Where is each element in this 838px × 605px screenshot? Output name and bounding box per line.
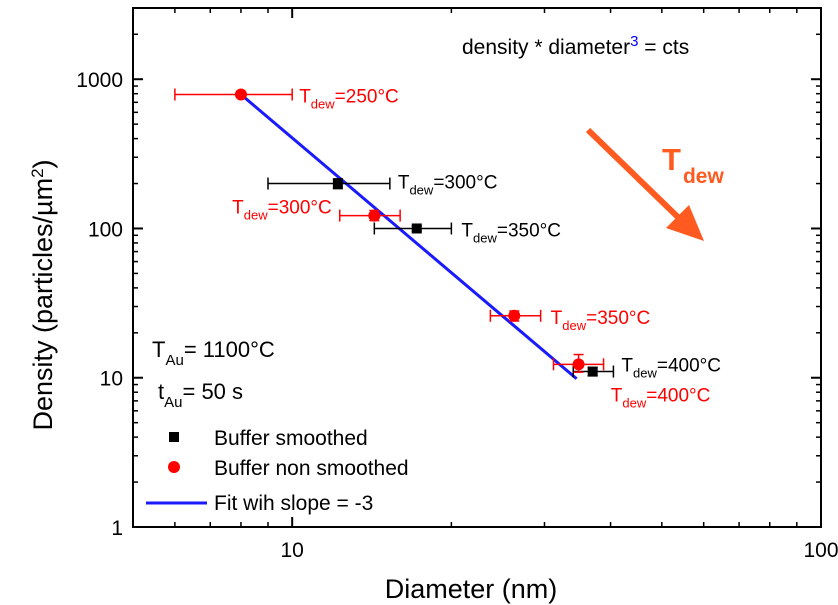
y-tick-label: 1 bbox=[111, 517, 123, 540]
trend-arrow-label-main: T bbox=[662, 142, 681, 177]
point-label-main: T bbox=[398, 173, 410, 194]
trend-arrow-label: Tdew bbox=[662, 142, 724, 188]
point-label-sub: dew bbox=[409, 183, 433, 198]
data-point-circle bbox=[572, 358, 585, 371]
point-label-sub: dew bbox=[311, 96, 335, 111]
legend-marker-smoothed bbox=[169, 432, 179, 442]
point-label-main: T bbox=[611, 385, 623, 406]
point-label-sub: dew bbox=[622, 395, 646, 410]
x-tick-label: 10 bbox=[281, 539, 304, 562]
y-tick-label: 10 bbox=[100, 368, 123, 391]
data-point-circle bbox=[368, 209, 381, 222]
equation-post: = cts bbox=[638, 36, 689, 59]
legend-label-fit: Fit wih slope = -3 bbox=[214, 492, 373, 515]
equation-annotation: density * diameter3 = cts bbox=[462, 33, 689, 60]
t-au-rest: = 1100°C bbox=[184, 337, 275, 362]
point-label: Tdew=350°C bbox=[551, 308, 651, 333]
plot-frame bbox=[132, 7, 822, 528]
y-tick-label: 1000 bbox=[76, 69, 123, 92]
point-label-sub: dew bbox=[562, 318, 586, 333]
equation-sup: 3 bbox=[630, 33, 638, 50]
fit-line bbox=[239, 93, 578, 380]
point-label-sub: dew bbox=[633, 366, 657, 381]
point-label-main: T bbox=[232, 198, 244, 219]
axis-ticks: 10 100 1 10 100 1000 bbox=[76, 7, 838, 562]
legend: Buffer smoothed Buffer non smoothed Fit … bbox=[146, 427, 409, 515]
time-main: t bbox=[158, 379, 164, 404]
t-au-main: T bbox=[152, 337, 165, 362]
point-label-rest: =300°C bbox=[433, 173, 497, 194]
point-label-main: T bbox=[299, 86, 311, 107]
y-tick-label: 100 bbox=[88, 218, 123, 241]
point-label: Tdew=400°C bbox=[611, 385, 711, 410]
point-label: Tdew=300°C bbox=[398, 173, 498, 198]
t-au-sub: Au bbox=[165, 352, 183, 369]
point-label-sub: dew bbox=[473, 230, 497, 245]
point-label-main: T bbox=[551, 308, 563, 329]
point-label: Tdew=350°C bbox=[461, 220, 561, 245]
x-axis-label: Diameter (nm) bbox=[385, 574, 558, 604]
point-label-sub: dew bbox=[244, 208, 268, 223]
point-label: Tdew=250°C bbox=[299, 86, 399, 111]
point-label: Tdew=300°C bbox=[232, 198, 332, 223]
y-axis-label-close: ) bbox=[28, 159, 58, 168]
point-label-rest: =250°C bbox=[335, 86, 399, 107]
point-label-main: T bbox=[621, 356, 633, 377]
point-label-main: T bbox=[461, 220, 473, 241]
legend-label-smoothed: Buffer smoothed bbox=[214, 427, 368, 450]
point-label-rest: =400°C bbox=[646, 385, 710, 406]
equation-pre: density * diameter bbox=[462, 36, 630, 59]
time-rest: = 50 s bbox=[182, 379, 243, 404]
data-point-square bbox=[332, 178, 343, 189]
legend-label-non-smoothed: Buffer non smoothed bbox=[214, 457, 409, 480]
y-axis-label-sup: 2 bbox=[28, 168, 47, 177]
time-sub: Au bbox=[164, 394, 182, 411]
data-point-circle bbox=[234, 88, 247, 101]
trend-arrow-shaft bbox=[585, 127, 686, 225]
plot-marks: Tdew=300°CTdew=350°CTdew=400°CTdew=250°C… bbox=[174, 86, 721, 410]
t-au-annotation: TAu= 1100°C bbox=[152, 337, 275, 369]
y-axis-label-main: Density (particles/µm bbox=[28, 178, 58, 431]
y-axis-label: Density (particles/µm2) bbox=[28, 159, 59, 430]
point-label-rest: =400°C bbox=[657, 356, 721, 377]
data-point-circle bbox=[508, 309, 521, 322]
trend-arrow-label-sub: dew bbox=[683, 165, 725, 188]
point-label-rest: =350°C bbox=[497, 220, 561, 241]
data-point-square bbox=[587, 366, 598, 377]
point-label-rest: =350°C bbox=[586, 308, 650, 329]
time-annotation: tAu= 50 s bbox=[158, 379, 243, 411]
legend-marker-non-smoothed bbox=[168, 461, 180, 473]
point-label: Tdew=400°C bbox=[621, 356, 721, 381]
x-tick-label: 100 bbox=[803, 539, 838, 562]
data-point-square bbox=[411, 223, 422, 234]
trend-arrow-head bbox=[666, 205, 704, 241]
point-label-rest: =300°C bbox=[268, 198, 332, 219]
